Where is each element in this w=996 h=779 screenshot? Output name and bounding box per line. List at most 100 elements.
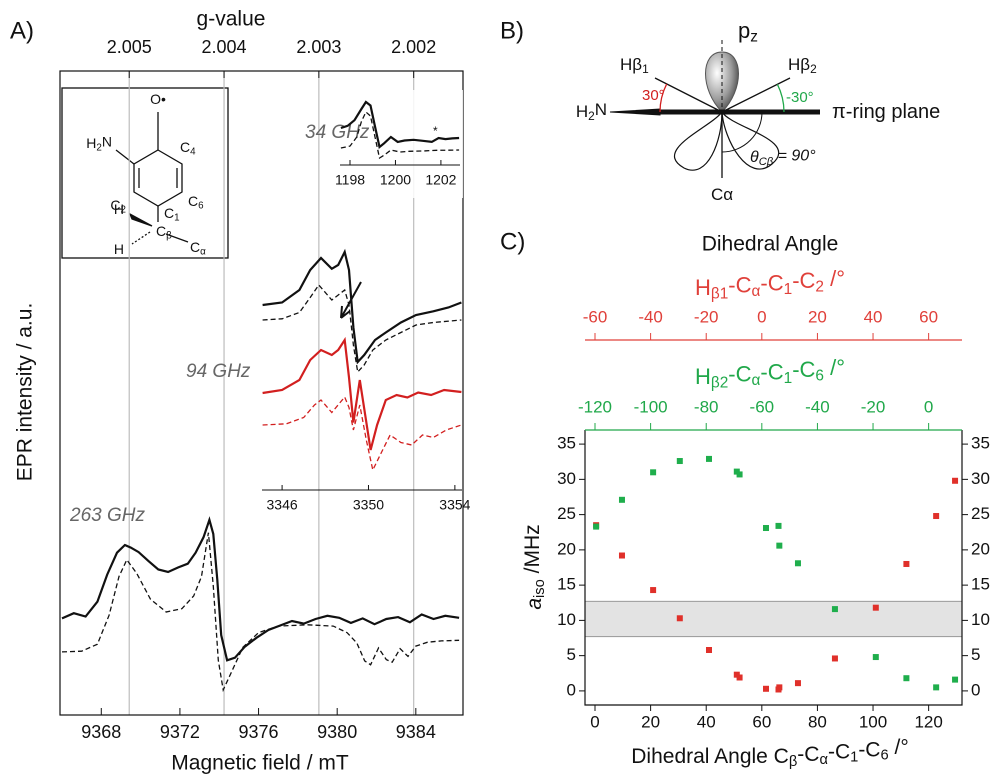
y-tick-label: 5 (567, 645, 576, 664)
x-tick-label: 9372 (160, 722, 200, 742)
top-axis-title-part: /° (824, 355, 845, 380)
point (762, 685, 769, 692)
diagram-label-part: Hβ (788, 55, 810, 74)
point (776, 684, 783, 691)
inset-bg (337, 90, 463, 198)
point (705, 455, 712, 462)
diagram-label: -30° (786, 89, 814, 106)
spectrum-line (262, 336, 462, 451)
x-tick-label: 9384 (396, 722, 436, 742)
point (775, 522, 782, 529)
x-tick-label: 1198 (335, 172, 365, 188)
x-tick-label: 100 (859, 712, 887, 731)
y2-tick-label: 35 (971, 434, 990, 453)
top-axis-title-part: 1 (784, 370, 793, 387)
x2-tick-label: 2.004 (202, 37, 247, 57)
diagram-label-part: 2 (810, 62, 817, 76)
diagram-label-part: Hβ (620, 55, 642, 74)
y-axis-title: aiso /MHz (520, 524, 548, 609)
point (650, 587, 657, 594)
top-tick-label: 20 (808, 307, 827, 326)
top-axis-title-part: -C (760, 359, 783, 384)
atom-label-part: C (180, 139, 190, 155)
wedge-bond (128, 212, 153, 227)
top-axis-title-part: α (752, 283, 761, 300)
y-tick-label: 35 (557, 434, 576, 453)
point (736, 674, 743, 681)
point (676, 615, 683, 622)
atom-label: H2N (86, 133, 112, 153)
y2-tick-label: 0 (971, 680, 980, 699)
atom-label-part: C (190, 239, 200, 255)
point (952, 676, 959, 683)
x2-tick-label: 2.005 (107, 37, 152, 57)
y2-tick-label: 20 (971, 539, 990, 558)
x2-axis-title: g-value (197, 8, 266, 31)
top-axis-title-part: H (695, 275, 711, 300)
x-tick-label: 3354 (439, 497, 470, 513)
point (776, 542, 783, 549)
point (593, 523, 600, 530)
diagram-label-part: Cα (711, 185, 733, 204)
top-axis-title-part: 2 (815, 279, 824, 296)
y-axis-title-part: iso (532, 579, 548, 598)
point (736, 471, 743, 478)
top-tick-label: -120 (578, 397, 612, 416)
molecule-box (61, 87, 229, 259)
atom-label-part: β (166, 230, 172, 241)
top-tick-label: 0 (757, 307, 766, 326)
atom-label-part: 6 (198, 200, 204, 211)
atom-label-part: C (164, 205, 174, 221)
top-tick-label: -100 (634, 397, 668, 416)
atom-label: C4 (180, 139, 196, 157)
diagram-label-part: p (738, 18, 750, 43)
bonds (115, 112, 189, 243)
x-tick-label: 40 (697, 712, 716, 731)
point (952, 477, 959, 484)
top-tick-label: 0 (924, 397, 933, 416)
x-tick-label: 3346 (267, 497, 298, 513)
chart-title: Dihedral Angle (702, 233, 839, 256)
x-axis-title: Magnetic field / mT (171, 752, 349, 775)
point (831, 655, 838, 662)
diagram-label-part: 2 (588, 109, 595, 123)
ring (133, 149, 183, 207)
point (794, 560, 801, 567)
annotation: 34 GHz (305, 122, 370, 143)
atom-label: C2 (110, 197, 126, 215)
atom-label-part: O• (150, 91, 166, 107)
spectrum-line (340, 100, 460, 149)
top-axis-title-part: -C (728, 273, 751, 298)
annotation: 263 GHz (69, 505, 145, 526)
x-tick-label: 9380 (317, 722, 357, 742)
top-tick-label: 40 (864, 307, 883, 326)
top-tick-label: -40 (638, 307, 663, 326)
x-tick-label: 1200 (380, 172, 411, 188)
point (933, 513, 940, 520)
top-axis-title-part: -C (728, 362, 751, 387)
y-tick-label: 25 (557, 504, 576, 523)
top-tick-label: 60 (919, 307, 938, 326)
x-tick-label: 80 (808, 712, 827, 731)
atom-label-part: C (188, 193, 198, 209)
x-tick-label: 20 (641, 712, 660, 731)
atom-label-part: H (114, 201, 124, 217)
atom-label: O• (150, 91, 166, 107)
point (794, 680, 801, 687)
point (903, 560, 910, 567)
x-tick-label: 120 (914, 712, 942, 731)
atom-label-part: 4 (190, 146, 196, 157)
y2-tick-label: 10 (971, 610, 990, 629)
top-tick-label: -60 (750, 397, 775, 416)
plot-frame (584, 430, 963, 706)
top-tick-label: -40 (805, 397, 830, 416)
annotation: 94 GHz (186, 361, 251, 382)
diagram-label-part: Cβ (759, 156, 774, 168)
top-tick-label: -20 (861, 397, 886, 416)
atom-label: H (114, 241, 124, 257)
diagram-label: Hβ2 (788, 55, 817, 76)
x-axis-title-part: β (789, 754, 797, 770)
orbital-diagram (609, 40, 820, 178)
y-tick-label: 15 (557, 575, 576, 594)
spectrum-line (61, 516, 460, 662)
